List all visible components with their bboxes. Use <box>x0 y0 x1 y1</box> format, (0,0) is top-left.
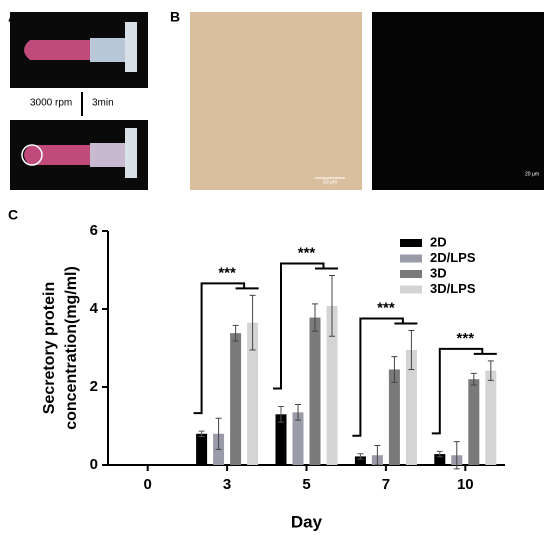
legend-label: 2D <box>430 234 447 249</box>
y-axis-label: concentration(mg/ml) <box>63 266 80 430</box>
significance-bracket <box>352 317 418 437</box>
bar <box>405 349 417 465</box>
tube-cap <box>125 128 137 178</box>
error-bar <box>215 417 222 450</box>
speed: 3000 rpm <box>30 98 72 109</box>
error-bar <box>470 372 477 386</box>
error-bar <box>329 274 335 337</box>
micrograph <box>190 12 362 190</box>
bar <box>468 379 480 465</box>
x-tick-label: 10 <box>457 476 474 493</box>
error-bar <box>198 430 205 438</box>
error-bar <box>374 445 381 466</box>
y-tick-label: 4 <box>90 300 99 317</box>
x-axis-label: Day <box>291 512 323 531</box>
bar <box>247 322 259 465</box>
panel-label: C <box>8 207 18 223</box>
error-bar <box>357 453 364 460</box>
legend-swatch <box>400 270 422 278</box>
bar <box>230 333 242 465</box>
y-tick-label: 2 <box>90 378 98 395</box>
error-bar <box>436 450 443 458</box>
significance-bracket <box>273 262 338 390</box>
bar <box>388 369 400 465</box>
significance-label: *** <box>377 299 395 316</box>
legend-label: 2D/LPS <box>430 250 476 265</box>
scale-text: 20 μm <box>525 171 539 177</box>
legend-swatch <box>400 239 422 247</box>
bar <box>292 412 304 465</box>
bar <box>354 456 366 465</box>
significance-label: *** <box>298 244 316 261</box>
tube-cap <box>125 22 137 72</box>
error-bar <box>295 404 301 421</box>
legend-label: 3D/LPS <box>430 281 476 296</box>
micrograph <box>372 12 544 190</box>
error-bar <box>391 356 398 383</box>
error-bar <box>453 441 460 470</box>
x-tick-label: 3 <box>223 476 231 493</box>
y-tick-label: 0 <box>90 456 98 473</box>
bar <box>434 454 446 465</box>
bar <box>326 305 338 465</box>
error-bar <box>312 303 318 332</box>
error-bar <box>232 324 239 342</box>
legend-swatch <box>400 285 422 294</box>
x-tick-label: 0 <box>144 476 152 493</box>
significance-bracket <box>431 347 497 435</box>
significance-label: *** <box>457 330 475 347</box>
significance-bracket <box>193 282 259 415</box>
tube-body <box>90 143 125 167</box>
legend-swatch <box>400 254 422 263</box>
significance-label: *** <box>218 264 236 281</box>
tube-body <box>90 38 125 62</box>
error-bar <box>408 329 415 370</box>
panel-label: B <box>170 9 180 25</box>
y-axis-label: Secretory protein <box>41 282 58 414</box>
tube-liquid <box>24 40 90 60</box>
x-tick-label: 5 <box>302 476 310 493</box>
tube-liquid <box>24 145 90 165</box>
bar <box>309 317 321 465</box>
x-tick-label: 7 <box>382 476 390 493</box>
bar <box>275 414 287 465</box>
error-bar <box>487 360 494 381</box>
error-bar <box>249 294 256 351</box>
bar <box>485 370 497 465</box>
pellet-circle <box>21 144 43 166</box>
y-tick-label: 6 <box>90 222 98 239</box>
error-bar <box>278 406 284 423</box>
bar <box>196 433 208 465</box>
time: 3min <box>92 98 114 109</box>
chart: 0 2 4 6 Secretory protein concentration(mg/ml… <box>41 222 505 531</box>
legend-label: 3D <box>430 265 447 280</box>
scale-text: 50 μm <box>323 179 337 185</box>
